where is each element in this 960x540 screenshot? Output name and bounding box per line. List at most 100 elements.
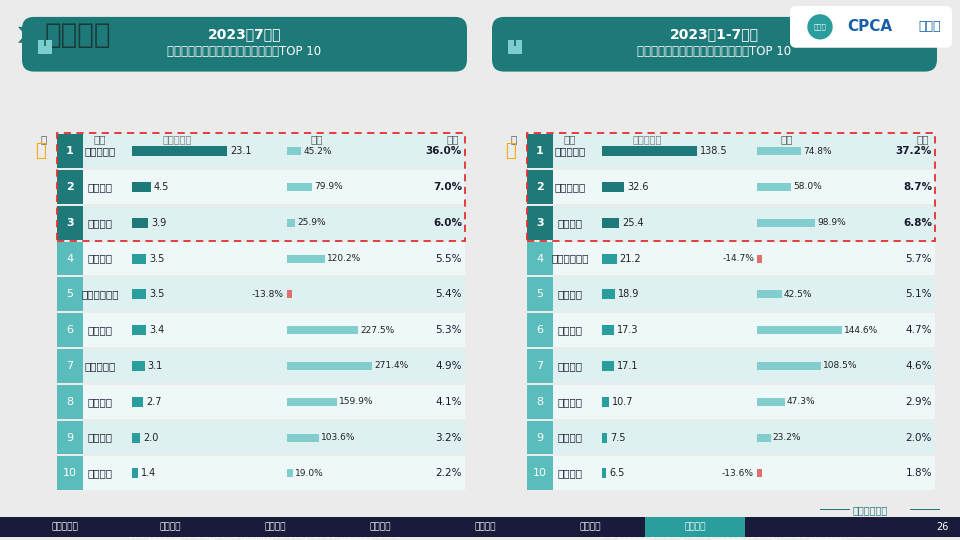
- Bar: [527, 313, 935, 347]
- Text: 长城汽车: 长城汽车: [87, 397, 112, 407]
- Text: 10: 10: [63, 468, 77, 478]
- Text: 10: 10: [533, 468, 547, 478]
- Bar: [527, 134, 553, 168]
- Bar: [57, 206, 83, 240]
- Bar: [132, 289, 146, 299]
- Text: 58.0%: 58.0%: [793, 183, 822, 192]
- Bar: [527, 278, 935, 311]
- Text: CPCA: CPCA: [848, 19, 893, 35]
- Bar: [757, 183, 791, 191]
- Text: 5.3%: 5.3%: [436, 325, 462, 335]
- Bar: [602, 218, 619, 228]
- Text: 🏆: 🏆: [505, 142, 516, 160]
- Text: 45.2%: 45.2%: [303, 147, 331, 156]
- Bar: [527, 170, 553, 204]
- Bar: [527, 242, 553, 275]
- FancyBboxPatch shape: [22, 17, 467, 72]
- Text: -14.7%: -14.7%: [722, 254, 754, 263]
- Text: 4.5: 4.5: [154, 182, 169, 192]
- Bar: [602, 361, 613, 371]
- Bar: [57, 313, 465, 347]
- Bar: [527, 206, 553, 240]
- Text: 4.9%: 4.9%: [436, 361, 462, 371]
- Text: 特斯拉中国: 特斯拉中国: [554, 182, 586, 192]
- FancyBboxPatch shape: [527, 524, 935, 540]
- Text: 6.8%: 6.8%: [903, 218, 932, 228]
- Bar: [132, 146, 227, 156]
- Text: 103.6%: 103.6%: [322, 433, 356, 442]
- Text: 上汽通用五菱: 上汽通用五菱: [551, 254, 588, 264]
- Bar: [57, 421, 465, 455]
- Bar: [645, 517, 745, 537]
- Text: 广汽埃安: 广汽埃安: [558, 218, 583, 228]
- Bar: [287, 254, 324, 262]
- Text: 1.8%: 1.8%: [905, 468, 932, 478]
- Text: 3.2%: 3.2%: [436, 433, 462, 443]
- Text: 长安汽车: 长安汽车: [558, 361, 583, 371]
- Text: 4.1%: 4.1%: [436, 397, 462, 407]
- Bar: [602, 254, 616, 264]
- Text: 序: 序: [511, 134, 517, 144]
- Text: 7: 7: [66, 361, 74, 371]
- Text: 5.5%: 5.5%: [436, 254, 462, 264]
- Text: 25.9%: 25.9%: [297, 218, 325, 227]
- Text: 5: 5: [66, 289, 74, 299]
- Text: 8.7%: 8.7%: [902, 182, 932, 192]
- Circle shape: [808, 15, 832, 39]
- Text: 价格定位: 价格定位: [579, 523, 601, 531]
- Text: 6: 6: [537, 325, 543, 335]
- Text: 8: 8: [66, 397, 74, 407]
- Text: 7.5: 7.5: [611, 433, 626, 443]
- Bar: [527, 206, 935, 240]
- Text: 深度分析报告: 深度分析报告: [852, 505, 888, 515]
- Bar: [757, 434, 771, 442]
- Bar: [287, 469, 293, 477]
- Bar: [57, 278, 465, 311]
- Bar: [516, 40, 522, 53]
- Bar: [527, 421, 553, 455]
- Bar: [287, 183, 312, 191]
- Text: 3.5: 3.5: [150, 289, 165, 299]
- Bar: [287, 362, 372, 370]
- Text: 5.7%: 5.7%: [905, 254, 932, 264]
- Text: 🏆: 🏆: [35, 142, 45, 160]
- Bar: [527, 242, 935, 275]
- Text: 2.9%: 2.9%: [905, 397, 932, 407]
- Bar: [757, 469, 762, 477]
- FancyBboxPatch shape: [790, 6, 952, 48]
- Text: 新能源狭义乘用车厂商零售销量排名TOP 10: 新能源狭义乘用车厂商零售销量排名TOP 10: [637, 45, 792, 58]
- Bar: [57, 170, 83, 204]
- Text: 蔚来汽车: 蔚来汽车: [558, 433, 583, 443]
- Text: 1.4: 1.4: [141, 468, 156, 478]
- Bar: [527, 133, 935, 241]
- Bar: [757, 362, 821, 370]
- Bar: [602, 146, 697, 156]
- Text: 单位：万辆: 单位：万辆: [162, 134, 192, 144]
- Text: 2.2%: 2.2%: [436, 468, 462, 478]
- Text: 3.9: 3.9: [151, 218, 166, 228]
- Polygon shape: [27, 27, 38, 43]
- Bar: [602, 397, 610, 407]
- Bar: [820, 509, 850, 510]
- Text: 单位：万辆: 单位：万辆: [633, 134, 661, 144]
- Bar: [46, 40, 52, 53]
- Bar: [602, 433, 607, 443]
- Bar: [57, 133, 465, 241]
- Bar: [132, 468, 137, 478]
- Bar: [512, 46, 517, 53]
- Text: 1: 1: [536, 146, 544, 156]
- Text: 3.1: 3.1: [148, 361, 163, 371]
- Bar: [57, 456, 465, 490]
- Bar: [287, 219, 295, 227]
- Text: 36.0%: 36.0%: [425, 146, 462, 156]
- Text: 120.2%: 120.2%: [326, 254, 361, 263]
- Text: 79.9%: 79.9%: [314, 183, 343, 192]
- Text: 2023年7月份: 2023年7月份: [207, 27, 281, 41]
- Text: 新能源狭义乘用车厂商零售销量排名TOP 10: 新能源狭义乘用车厂商零售销量排名TOP 10: [167, 45, 322, 58]
- Text: 17.1: 17.1: [616, 361, 638, 371]
- Text: 9: 9: [537, 433, 543, 443]
- Bar: [757, 254, 762, 262]
- Text: 长安汽车: 长安汽车: [87, 254, 112, 264]
- Text: 6.5: 6.5: [610, 468, 625, 478]
- Text: 3: 3: [537, 218, 543, 228]
